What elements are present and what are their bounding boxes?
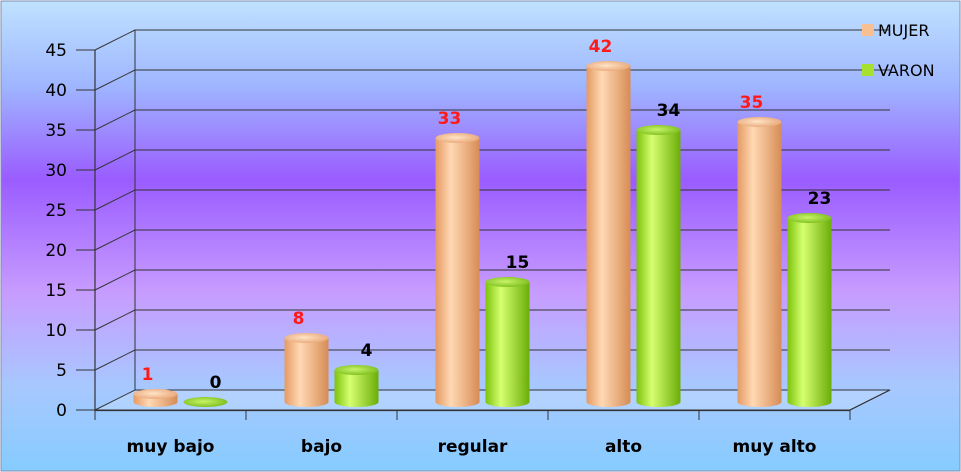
legend-swatch — [862, 64, 874, 76]
bar — [334, 365, 379, 407]
legend: MUJER VARON — [862, 21, 935, 80]
data-label: 15 — [506, 253, 530, 273]
bar — [586, 61, 631, 407]
y-tick-label: 25 — [45, 201, 67, 221]
bar — [435, 133, 480, 407]
gridline — [94, 69, 890, 91]
y-tick-label: 5 — [56, 361, 67, 381]
data-label: 23 — [808, 189, 832, 209]
x-tick-label: bajo — [301, 437, 342, 457]
y-tick-label: 30 — [45, 161, 67, 181]
legend-label: VARON — [878, 61, 935, 80]
bar — [133, 389, 178, 407]
bar — [183, 397, 228, 407]
data-label: 33 — [438, 109, 462, 129]
y-tick-label: 40 — [45, 81, 67, 101]
y-tick-label: 15 — [45, 281, 67, 301]
legend-swatch — [862, 24, 874, 36]
bars — [133, 61, 832, 407]
gridline — [94, 109, 890, 131]
y-tick-label: 0 — [56, 401, 67, 421]
bar — [284, 333, 329, 407]
bar — [737, 117, 782, 407]
y-tick-label: 45 — [45, 41, 67, 61]
data-label: 0 — [210, 373, 222, 393]
gridline — [94, 29, 890, 51]
data-label: 4 — [361, 341, 373, 361]
floor-edge — [849, 389, 891, 411]
x-tick-labels: muy bajo bajo regular alto muy alto — [94, 410, 851, 457]
data-label: 8 — [293, 309, 305, 329]
y-tick-label: 35 — [45, 121, 67, 141]
legend-item: VARON — [862, 61, 935, 80]
data-label: 1 — [142, 365, 154, 385]
y-tick-label: 20 — [45, 241, 67, 261]
data-label: 42 — [589, 37, 613, 57]
y-tick-labels: 0 5 10 15 20 25 30 35 40 45 — [45, 41, 95, 421]
x-tick-label: muy alto — [733, 437, 817, 457]
data-label: 35 — [740, 93, 764, 113]
x-tick-label: regular — [438, 437, 508, 457]
bar — [485, 277, 530, 407]
y-tick-label: 10 — [45, 321, 67, 341]
data-labels: 1 8 33 42 35 0 4 15 34 23 — [142, 37, 832, 393]
legend-item: MUJER — [862, 21, 929, 40]
x-tick-label: muy bajo — [127, 437, 215, 457]
bar — [787, 213, 832, 407]
legend-label: MUJER — [878, 21, 929, 40]
data-label: 34 — [657, 101, 681, 121]
x-tick-label: alto — [605, 437, 642, 457]
bar — [636, 125, 681, 407]
